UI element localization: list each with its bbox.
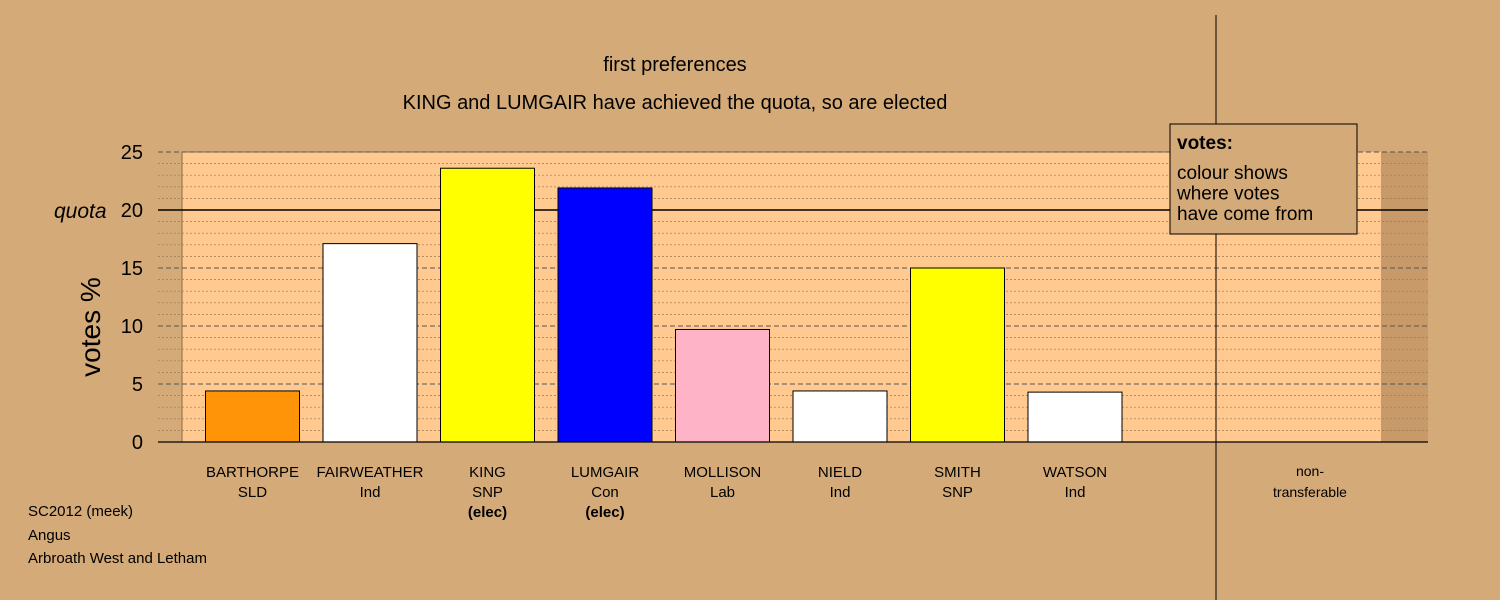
chart-title: first preferences bbox=[603, 54, 746, 76]
legend-title: votes: bbox=[1177, 133, 1233, 154]
legend-text: where votes bbox=[1176, 184, 1279, 205]
plot-area-edge bbox=[1381, 152, 1428, 442]
bar-king bbox=[440, 167, 535, 443]
footer-ward: Arbroath West and Letham bbox=[28, 550, 207, 567]
candidate-party: Ind bbox=[830, 484, 851, 501]
y-tick-label: 15 bbox=[121, 258, 143, 280]
bar-nield bbox=[792, 390, 888, 443]
candidate-name: KING bbox=[469, 464, 506, 481]
y-tick-label: 0 bbox=[132, 432, 143, 454]
candidate-status: (elec) bbox=[585, 504, 624, 521]
candidate-party: Ind bbox=[1065, 484, 1086, 501]
y-tick-label: 10 bbox=[121, 316, 143, 338]
y-tick-label: 20 bbox=[121, 200, 143, 222]
legend-text: colour shows bbox=[1177, 163, 1288, 184]
candidate-name: SMITH bbox=[934, 464, 981, 481]
candidate-name: LUMGAIR bbox=[571, 464, 640, 481]
y-tick-label: 5 bbox=[132, 374, 143, 396]
legend-box bbox=[1169, 123, 1358, 235]
nontransferable-label-2: transferable bbox=[1273, 484, 1347, 500]
candidate-party: Ind bbox=[360, 484, 381, 501]
candidate-status: (elec) bbox=[468, 504, 507, 521]
candidate-name: BARTHORPE bbox=[206, 464, 299, 481]
candidate-name: WATSON bbox=[1043, 464, 1107, 481]
footer-election: SC2012 (meek) bbox=[28, 503, 134, 520]
chart-subtitle: KING and LUMGAIR have achieved the quota… bbox=[403, 92, 948, 114]
bar-smith bbox=[910, 267, 1005, 443]
bar-mollison bbox=[675, 328, 770, 443]
candidate-party: Lab bbox=[710, 484, 735, 501]
candidate-party: SNP bbox=[472, 484, 503, 501]
candidate-party: Con bbox=[591, 484, 619, 501]
candidate-party: SLD bbox=[238, 484, 267, 501]
bar-watson bbox=[1027, 391, 1123, 443]
legend-text: have come from bbox=[1177, 204, 1313, 225]
candidate-name: NIELD bbox=[818, 464, 862, 481]
y-axis-title: votes % bbox=[75, 277, 106, 377]
candidate-name: MOLLISON bbox=[684, 464, 762, 481]
candidate-name: FAIRWEATHER bbox=[317, 464, 424, 481]
quota-label: quota bbox=[54, 200, 107, 223]
nontransferable-label-1: non- bbox=[1296, 463, 1324, 479]
bar-lumgair bbox=[557, 187, 653, 443]
candidate-party: SNP bbox=[942, 484, 973, 501]
y-tick-label: 25 bbox=[121, 142, 143, 164]
footer-council: Angus bbox=[28, 527, 71, 544]
bar-barthorpe bbox=[205, 390, 300, 443]
bar-fairweather bbox=[322, 243, 418, 443]
